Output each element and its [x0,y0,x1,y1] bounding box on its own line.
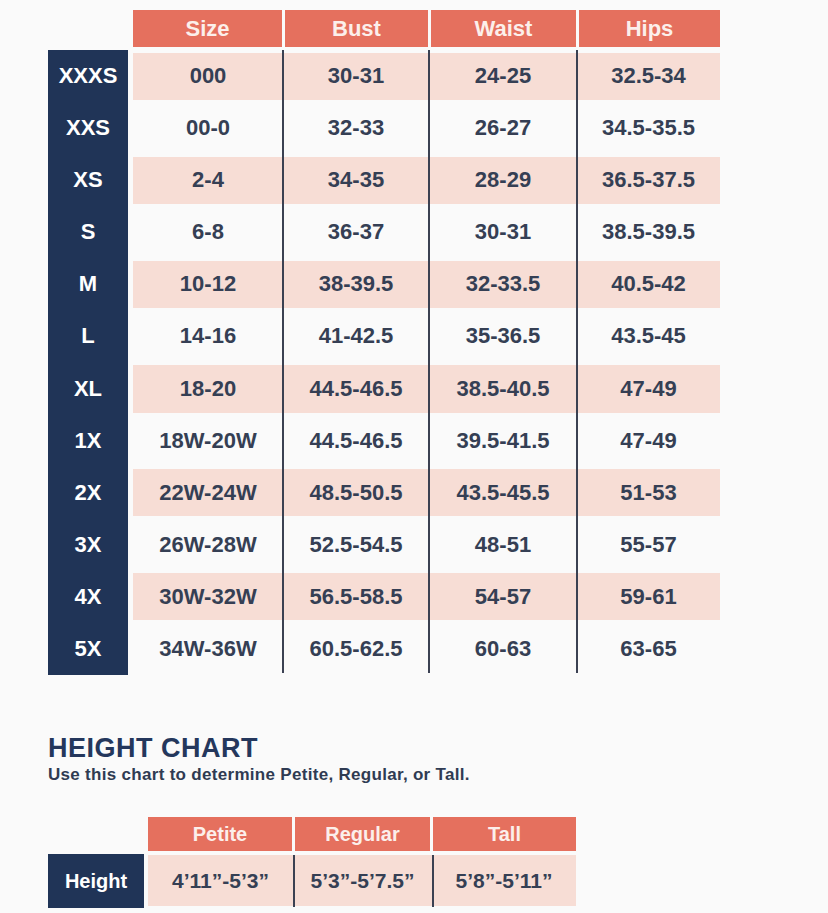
size-label-1x: 1X [48,415,128,467]
cell-waist: 38.5-40.5 [429,362,577,414]
cell-bust: 44.5-46.5 [283,415,429,467]
cell-hips: 38.5-39.5 [577,206,720,258]
cell-hips: 47-49 [577,362,720,414]
column-divider-size-bust [282,50,284,673]
size-label-5x: 5X [48,623,128,675]
size-label-xxxs: XXXS [48,50,128,102]
cell-bust: 60.5-62.5 [283,623,429,675]
cell-hips: 63-65 [577,623,720,675]
size-chart-body: 00030-3124-2532.5-3400-032-3326-2734.5-3… [133,50,720,675]
size-label-xs: XS [48,154,128,206]
height-chart-title: HEIGHT CHART [48,733,258,764]
cell-waist: 32-33.5 [429,258,577,310]
cell-size: 30W-32W [133,571,283,623]
cell-waist: 48-51 [429,519,577,571]
cell-bust: 44.5-46.5 [283,362,429,414]
size-label-xl: XL [48,362,128,414]
size-label-l: L [48,310,128,362]
cell-size: 18W-20W [133,415,283,467]
cell-bust: 56.5-58.5 [283,571,429,623]
size-chart-row-4x: 30W-32W56.5-58.554-5759-61 [133,571,720,623]
cell-hips: 55-57 [577,519,720,571]
column-header-bust: Bust [285,10,428,47]
cell-size: 6-8 [133,206,283,258]
height-value-tall: 5’8”-5’11” [432,855,576,906]
height-column-header-tall: Tall [433,817,576,851]
cell-waist: 35-36.5 [429,310,577,362]
size-chart-row-3x: 26W-28W52.5-54.548-5155-57 [133,519,720,571]
cell-bust: 38-39.5 [283,258,429,310]
cell-size: 2-4 [133,154,283,206]
cell-size: 26W-28W [133,519,283,571]
cell-waist: 39.5-41.5 [429,415,577,467]
cell-hips: 34.5-35.5 [577,102,720,154]
size-chart-header-row: SizeBustWaistHips [133,10,720,47]
cell-size: 00-0 [133,102,283,154]
height-divider-petite-regular [293,855,295,907]
height-value-regular: 5’3”-5’7.5” [293,855,432,906]
cell-waist: 60-63 [429,623,577,675]
cell-bust: 30-31 [283,50,429,102]
column-header-waist: Waist [431,10,576,47]
cell-bust: 48.5-50.5 [283,467,429,519]
size-chart-row-xxxs: 00030-3124-2532.5-34 [133,50,720,102]
cell-waist: 28-29 [429,154,577,206]
size-label-s: S [48,206,128,258]
cell-hips: 43.5-45 [577,310,720,362]
cell-hips: 59-61 [577,571,720,623]
column-divider-bust-waist [428,50,430,673]
cell-waist: 26-27 [429,102,577,154]
height-value-petite: 4’11”-5’3” [148,855,293,906]
cell-size: 22W-24W [133,467,283,519]
cell-bust: 52.5-54.5 [283,519,429,571]
cell-bust: 41-42.5 [283,310,429,362]
height-divider-regular-tall [432,855,434,907]
size-chart-row-l: 14-1641-42.535-36.543.5-45 [133,310,720,362]
cell-bust: 34-35 [283,154,429,206]
cell-hips: 40.5-42 [577,258,720,310]
cell-size: 18-20 [133,362,283,414]
cell-bust: 32-33 [283,102,429,154]
size-label-column: XXXSXXSXSSMLXL1X2X3X4X5X [48,50,128,675]
size-chart-row-1x: 18W-20W44.5-46.539.5-41.547-49 [133,415,720,467]
size-label-2x: 2X [48,467,128,519]
height-chart-subtitle: Use this chart to determine Petite, Regu… [48,765,470,785]
size-label-xxs: XXS [48,102,128,154]
size-label-3x: 3X [48,519,128,571]
height-column-header-petite: Petite [148,817,292,851]
cell-hips: 51-53 [577,467,720,519]
size-label-m: M [48,258,128,310]
height-chart-header-row: PetiteRegularTall [148,817,576,851]
cell-waist: 24-25 [429,50,577,102]
size-chart-row-xs: 2-434-3528-2936.5-37.5 [133,154,720,206]
cell-bust: 36-37 [283,206,429,258]
size-chart-row-xxs: 00-032-3326-2734.5-35.5 [133,102,720,154]
size-chart-row-m: 10-1238-39.532-33.540.5-42 [133,258,720,310]
height-column-header-regular: Regular [295,817,430,851]
height-chart-values-row: 4’11”-5’3”5’3”-5’7.5”5’8”-5’11” [148,855,576,906]
cell-hips: 36.5-37.5 [577,154,720,206]
cell-size: 10-12 [133,258,283,310]
cell-waist: 30-31 [429,206,577,258]
column-divider-waist-hips [576,50,578,673]
size-chart-row-5x: 34W-36W60.5-62.560-6363-65 [133,623,720,675]
size-chart-row-s: 6-836-3730-3138.5-39.5 [133,206,720,258]
cell-size: 34W-36W [133,623,283,675]
column-header-hips: Hips [579,10,720,47]
column-header-size: Size [133,10,282,47]
height-row-label: Height [48,854,144,908]
cell-size: 000 [133,50,283,102]
cell-waist: 43.5-45.5 [429,467,577,519]
size-chart-row-2x: 22W-24W48.5-50.543.5-45.551-53 [133,467,720,519]
cell-hips: 32.5-34 [577,50,720,102]
cell-size: 14-16 [133,310,283,362]
size-chart-row-xl: 18-2044.5-46.538.5-40.547-49 [133,362,720,414]
cell-hips: 47-49 [577,415,720,467]
size-label-4x: 4X [48,571,128,623]
cell-waist: 54-57 [429,571,577,623]
